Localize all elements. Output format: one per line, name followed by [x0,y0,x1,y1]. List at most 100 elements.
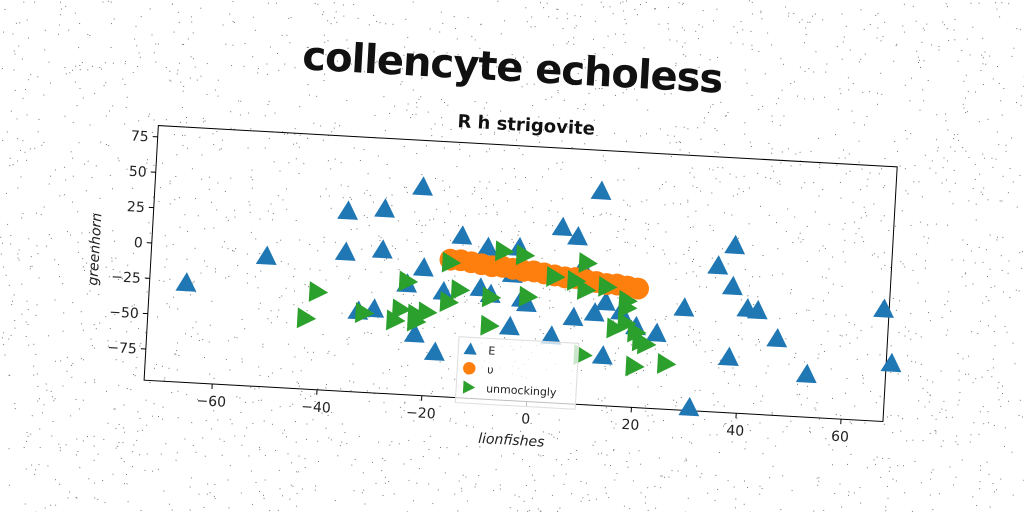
noise-speck [948,291,950,293]
noise-speck [3,31,4,33]
noise-speck [28,37,29,39]
noise-speck [516,139,517,141]
noise-speck [65,5,67,7]
noise-speck [206,63,208,65]
noise-speck [616,236,618,238]
noise-speck [485,213,487,215]
noise-speck [147,159,148,161]
noise-speck [2,242,3,244]
noise-speck [80,358,82,360]
series-point [412,176,433,196]
noise-speck [175,459,177,461]
noise-speck [264,147,266,149]
noise-speck [59,195,61,197]
noise-speck [616,473,618,474]
noise-speck [361,248,363,250]
noise-speck [709,434,711,436]
noise-speck [813,182,815,184]
noise-speck [822,189,824,191]
noise-speck [404,46,406,48]
noise-speck [813,510,815,512]
noise-speck [232,250,233,252]
noise-speck [685,55,687,57]
noise-speck [979,488,981,490]
noise-speck [1002,175,1004,177]
noise-speck [667,134,669,136]
noise-speck [984,157,985,159]
noise-speck [856,337,858,339]
noise-speck [922,387,924,389]
noise-speck [177,390,179,392]
noise-speck [673,399,675,401]
noise-speck [349,380,351,382]
noise-speck [753,304,755,306]
noise-speck [481,198,482,200]
noise-speck [947,224,948,226]
noise-speck [707,204,709,206]
noise-speck [62,330,64,332]
noise-speck [169,203,171,205]
noise-speck [698,332,700,334]
noise-speck [172,244,174,246]
noise-speck [82,266,84,268]
noise-speck [627,374,629,376]
noise-speck [264,479,266,481]
noise-speck [610,465,611,466]
noise-speck [884,158,886,159]
noise-speck [50,82,51,84]
noise-speck [553,475,555,477]
series-point [255,245,277,265]
noise-speck [82,399,84,401]
noise-speck [250,386,252,388]
noise-speck [680,142,681,143]
noise-speck [299,106,301,108]
noise-speck [474,486,476,488]
noise-speck [585,103,586,105]
noise-speck [474,190,476,192]
noise-speck [715,321,717,323]
y-tick-label: 50 [128,164,147,181]
noise-speck [482,116,484,118]
noise-speck [132,71,134,73]
noise-speck [174,353,176,355]
noise-speck [526,61,528,63]
noise-speck [771,152,773,154]
noise-speck [317,250,319,252]
noise-speck [262,343,264,345]
noise-speck [794,216,796,218]
noise-speck [562,198,564,200]
noise-speck [336,60,338,62]
noise-speck [14,89,16,91]
noise-speck [44,507,46,509]
noise-speck [875,463,876,465]
noise-speck [8,448,10,450]
noise-speck [286,322,288,324]
noise-speck [760,349,762,351]
noise-speck [296,142,298,144]
noise-speck [442,124,444,126]
noise-speck [363,149,365,151]
noise-speck [603,47,605,49]
noise-speck [454,378,456,380]
noise-speck [683,54,685,56]
noise-speck [695,311,697,312]
noise-speck [279,488,281,490]
noise-speck [20,176,22,178]
noise-speck [491,415,493,416]
noise-speck [350,390,352,392]
noise-speck [599,214,601,216]
noise-speck [922,89,924,91]
noise-speck [841,285,843,287]
noise-speck [25,321,27,323]
noise-speck [613,449,615,451]
series-point [566,269,587,291]
series-point [371,239,393,259]
noise-speck [941,317,943,318]
noise-speck [47,465,49,467]
noise-speck [945,416,947,418]
noise-speck [783,115,785,117]
noise-speck [862,382,864,384]
noise-speck [593,119,595,121]
noise-speck [79,467,81,469]
noise-speck [465,476,467,478]
